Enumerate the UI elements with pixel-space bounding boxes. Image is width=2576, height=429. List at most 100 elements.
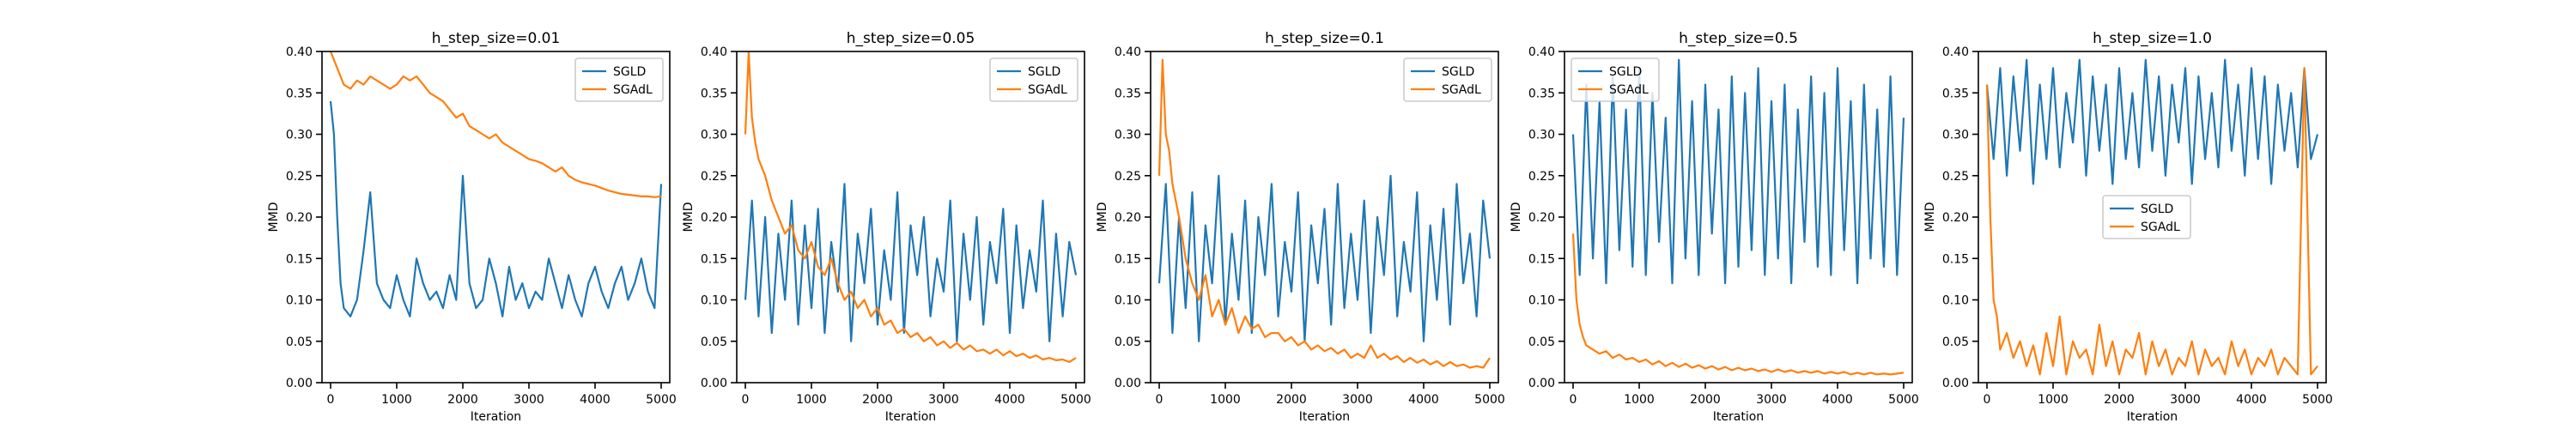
x-axis-label: Iteration (471, 410, 521, 424)
series-line-sgadl (1571, 233, 1905, 376)
x-tick-label: 1000 (796, 393, 827, 407)
series-line-sgld (1985, 58, 2319, 185)
x-tick-label: 3000 (2170, 393, 2201, 407)
y-axis-label: MMD (267, 202, 281, 233)
y-tick-label: 0.35 (1942, 87, 1969, 100)
y-tick-label: 0.35 (1528, 87, 1555, 100)
y-tick-label: 0.05 (1942, 335, 1969, 349)
x-tick-label: 0 (327, 393, 335, 407)
y-axis-label: MMD (1510, 202, 1523, 233)
legend-box (989, 57, 1078, 102)
y-tick-label: 0.25 (286, 170, 313, 184)
x-tick-label: 0 (1570, 393, 1577, 407)
x-tick-label: 0 (742, 393, 750, 407)
chart-title: h_step_size=1.0 (2093, 30, 2212, 47)
y-axis-label: MMD (1096, 202, 1109, 233)
x-tick-label: 2000 (447, 393, 478, 407)
y-tick-label: 0.20 (1115, 211, 1141, 225)
x-axis-label: Iteration (1299, 410, 1350, 424)
x-tick-label: 5000 (1474, 393, 1505, 407)
x-tick-label: 2000 (1690, 393, 1721, 407)
legend-label-sgld: SGLD (613, 65, 646, 79)
x-tick-label: 4000 (994, 393, 1025, 407)
y-tick-label: 0.40 (1528, 45, 1555, 59)
legend-box (2102, 195, 2191, 239)
x-tick-label: 2000 (862, 393, 893, 407)
series-line-sgld (1571, 58, 1905, 285)
y-tick-label: 0.20 (1528, 211, 1555, 225)
y-tick-label: 0.20 (1942, 211, 1969, 225)
y-tick-label: 0.25 (1528, 170, 1555, 184)
y-tick-label: 0.30 (1115, 129, 1141, 142)
legend: SGLD SGAdL (989, 57, 1078, 102)
chart-title: h_step_size=0.01 (432, 30, 561, 47)
y-tick-label: 0.30 (1528, 129, 1555, 142)
y-tick-label: 0.05 (1115, 335, 1141, 349)
y-tick-label: 0.05 (286, 335, 313, 349)
y-tick-label: 0.15 (1528, 252, 1555, 266)
x-tick-label: 1000 (1624, 393, 1655, 407)
chart-panel-5: 0 1000 2000 3000 4000 5000 0.00 0.05 0.10 0.15 0.2… (1923, 30, 2333, 424)
y-tick-label: 0.00 (286, 377, 313, 390)
chart-panel-1: 0 1000 2000 3000 4000 5000 0.00 0.05 0.10 0.15 0.2… (267, 30, 677, 424)
x-tick-label: 1000 (1210, 393, 1241, 407)
y-tick-label: 0.15 (1942, 252, 1969, 266)
legend-label-sgadl: SGAdL (1028, 83, 1067, 97)
y-tick-label: 0.40 (1115, 45, 1141, 59)
chart-panel-2: 0 1000 2000 3000 4000 5000 0.00 0.05 0.10 0.15 0.2… (682, 30, 1091, 424)
x-tick-label: 5000 (1060, 393, 1091, 407)
plot-area (329, 51, 663, 317)
y-tick-label: 0.35 (1115, 87, 1141, 100)
y-axis-label: MMD (1923, 202, 1937, 233)
x-tick-label: 5000 (646, 393, 677, 407)
y-tick-label: 0.20 (701, 211, 727, 225)
y-tick-label: 0.35 (286, 87, 313, 100)
x-axis-label: Iteration (2127, 410, 2178, 424)
x-tick-label: 1000 (2038, 393, 2069, 407)
y-tick-label: 0.25 (701, 170, 727, 184)
x-tick-label: 4000 (580, 393, 611, 407)
x-tick-label: 4000 (1408, 393, 1439, 407)
plot-area (744, 51, 1078, 363)
x-tick-label: 3000 (1342, 393, 1373, 407)
legend: SGLD SGAdL (574, 57, 664, 102)
series-line-sgld (329, 100, 663, 317)
x-axis-label: Iteration (885, 410, 936, 424)
y-tick-label: 0.10 (1528, 294, 1555, 308)
y-tick-label: 0.25 (1115, 170, 1141, 184)
x-tick-label: 4000 (2236, 393, 2267, 407)
plot-area (1571, 58, 1905, 376)
y-tick-label: 0.20 (286, 211, 313, 225)
x-tick-label: 5000 (2302, 393, 2333, 407)
legend-box (1571, 57, 1660, 102)
y-tick-label: 0.15 (701, 252, 727, 266)
legend-label-sgadl: SGAdL (2141, 221, 2180, 234)
x-tick-label: 5000 (1888, 393, 1919, 407)
series-line-sgld (1157, 174, 1492, 342)
x-tick-label: 3000 (1756, 393, 1787, 407)
y-tick-label: 0.05 (1528, 335, 1555, 349)
x-tick-label: 0 (1984, 393, 1991, 407)
y-tick-label: 0.25 (1942, 170, 1969, 184)
x-tick-label: 2000 (2104, 393, 2135, 407)
y-tick-label: 0.15 (286, 252, 313, 266)
legend-box (574, 57, 664, 102)
legend-label-sgld: SGLD (1442, 65, 1474, 79)
series-line-sgadl (329, 51, 662, 198)
x-tick-label: 2000 (1276, 393, 1307, 407)
y-tick-label: 0.40 (1942, 45, 1969, 59)
y-tick-label: 0.10 (1115, 294, 1141, 308)
y-tick-label: 0.05 (701, 335, 727, 349)
legend-label-sgld: SGLD (1028, 65, 1060, 79)
y-tick-label: 0.00 (1942, 377, 1969, 390)
y-tick-label: 0.10 (701, 294, 727, 308)
y-axis-label: MMD (682, 202, 696, 233)
legend: SGLD SGAdL (1571, 57, 1660, 102)
plot-area (1985, 58, 2319, 376)
y-tick-label: 0.10 (1942, 294, 1969, 308)
series-line-sgadl (1157, 58, 1491, 369)
y-tick-label: 0.00 (1528, 377, 1555, 390)
x-tick-label: 3000 (928, 393, 959, 407)
y-tick-label: 0.30 (1942, 129, 1969, 142)
legend-label-sgadl: SGAdL (1442, 83, 1481, 97)
